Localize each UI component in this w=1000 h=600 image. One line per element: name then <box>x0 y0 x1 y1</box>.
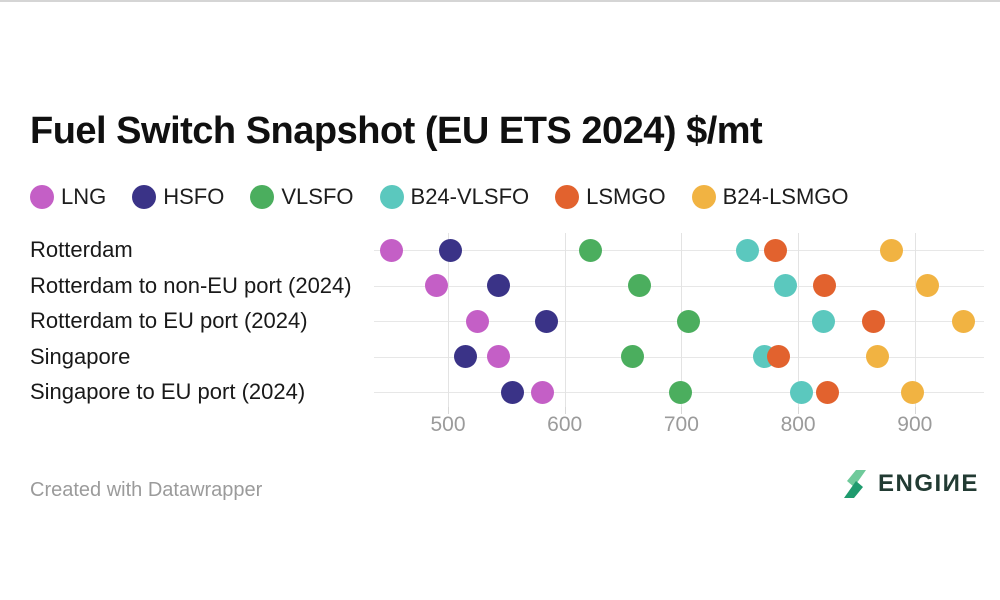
dot-b24-lsmgo-row2[interactable] <box>952 309 976 333</box>
chart-title: Fuel Switch Snapshot (EU ETS 2024) $/mt <box>30 110 763 152</box>
gridline <box>448 233 449 407</box>
dot-b24-vlsfo-row2[interactable] <box>812 309 836 333</box>
b24-vlsfo-color-swatch <box>379 185 404 209</box>
legend-item-b24-lsmgo: B24-LSMGO <box>691 184 849 210</box>
gridline <box>798 233 800 407</box>
b24-lsmgo-color-swatch <box>691 185 716 209</box>
dot-hsfo-row3[interactable] <box>454 345 477 368</box>
legend-label: LSMGO <box>586 184 666 209</box>
legend-label: VLSFO <box>281 184 354 209</box>
axis-tick <box>798 407 800 414</box>
chart-legend: LNG HSFO VLSFO B24-VLSFO LSMGO B24-LSMGO <box>30 184 849 210</box>
lng-color-swatch <box>30 185 54 209</box>
lsmgo-color-swatch <box>555 185 580 209</box>
legend-item-hsfo: HSFO <box>132 184 224 210</box>
dot-b24-lsmgo-row4[interactable] <box>900 380 924 404</box>
legend-label: B24-VLSFO <box>410 184 530 209</box>
dot-lsmgo-row1[interactable] <box>813 274 837 297</box>
dot-lsmgo-row3[interactable] <box>766 345 790 368</box>
x-axis-tick-label: 700 <box>663 413 699 436</box>
x-axis-tick-label: 600 <box>547 413 583 436</box>
dot-lsmgo-row0[interactable] <box>764 238 788 262</box>
dot-b24-vlsfo-row0[interactable] <box>736 238 760 262</box>
dot-hsfo-row0[interactable] <box>438 238 462 262</box>
dot-b24-lsmgo-row3[interactable] <box>865 345 889 368</box>
gridline <box>564 233 566 407</box>
hsfo-color-swatch <box>132 185 157 209</box>
row-label: Singapore to EU port (2024) <box>30 379 306 404</box>
legend-label: LNG <box>61 184 107 209</box>
axis-tick <box>564 407 566 414</box>
dot-b24-vlsfo-row4[interactable] <box>790 380 814 404</box>
dot-vlsfo-row2[interactable] <box>676 309 700 333</box>
dot-hsfo-row1[interactable] <box>486 274 510 297</box>
engine-logo-mark-icon <box>844 470 866 498</box>
legend-item-lng: LNG <box>30 184 106 210</box>
dot-b24-vlsfo-row1[interactable] <box>773 274 797 297</box>
axis-tick <box>914 407 916 414</box>
x-axis-tick-label: 800 <box>780 413 816 436</box>
row-line <box>374 356 984 358</box>
dot-b24-lsmgo-row0[interactable] <box>879 238 903 262</box>
legend-item-b24-vlsfo: B24-VLSFO <box>379 184 530 210</box>
x-axis-tick-label: 900 <box>897 413 933 436</box>
axis-tick <box>448 407 449 414</box>
row-label: Rotterdam <box>30 237 133 262</box>
axis-tick <box>681 407 683 414</box>
gridline <box>914 233 916 407</box>
dot-b24-lsmgo-row1[interactable] <box>916 274 940 297</box>
dot-lng-row0[interactable] <box>380 238 404 262</box>
dot-lng-row4[interactable] <box>531 380 555 404</box>
row-label: Rotterdam to EU port (2024) <box>30 308 308 333</box>
plot-area: 500 600 700 800 900 <box>374 233 984 436</box>
dot-lsmgo-row4[interactable] <box>815 380 839 404</box>
dot-lsmgo-row2[interactable] <box>862 309 886 333</box>
legend-item-lsmgo: LSMGO <box>555 184 666 210</box>
legend-label: B24-LSMGO <box>722 184 849 209</box>
dot-vlsfo-row0[interactable] <box>578 238 602 262</box>
dot-lng-row1[interactable] <box>424 274 448 297</box>
row-line <box>374 250 984 251</box>
row-label: Rotterdam to non-EU port (2024) <box>30 272 352 298</box>
dot-lng-row3[interactable] <box>486 345 510 368</box>
row-label: Singapore <box>30 343 131 369</box>
dot-vlsfo-row4[interactable] <box>668 380 692 404</box>
x-axis-tick-label: 500 <box>430 413 466 436</box>
top-border <box>0 0 1000 2</box>
dot-vlsfo-row1[interactable] <box>627 274 651 297</box>
datawrapper-credit-link[interactable]: Created with Datawrapper <box>30 479 263 501</box>
engine-logo[interactable]: ENGIИE <box>838 467 979 501</box>
legend-label: HSFO <box>163 184 225 209</box>
legend-item-vlsfo: VLSFO <box>250 184 354 210</box>
dot-lng-row2[interactable] <box>465 309 489 333</box>
engine-wordmark: ENGIИE <box>878 470 979 497</box>
vlsfo-color-swatch <box>250 185 275 209</box>
category-labels: Rotterdam Rotterdam to non-EU port (2024)… <box>30 233 374 407</box>
dot-hsfo-row4[interactable] <box>500 380 524 404</box>
row-line <box>374 285 984 287</box>
dot-hsfo-row2[interactable] <box>534 309 558 333</box>
dot-vlsfo-row3[interactable] <box>620 345 644 368</box>
